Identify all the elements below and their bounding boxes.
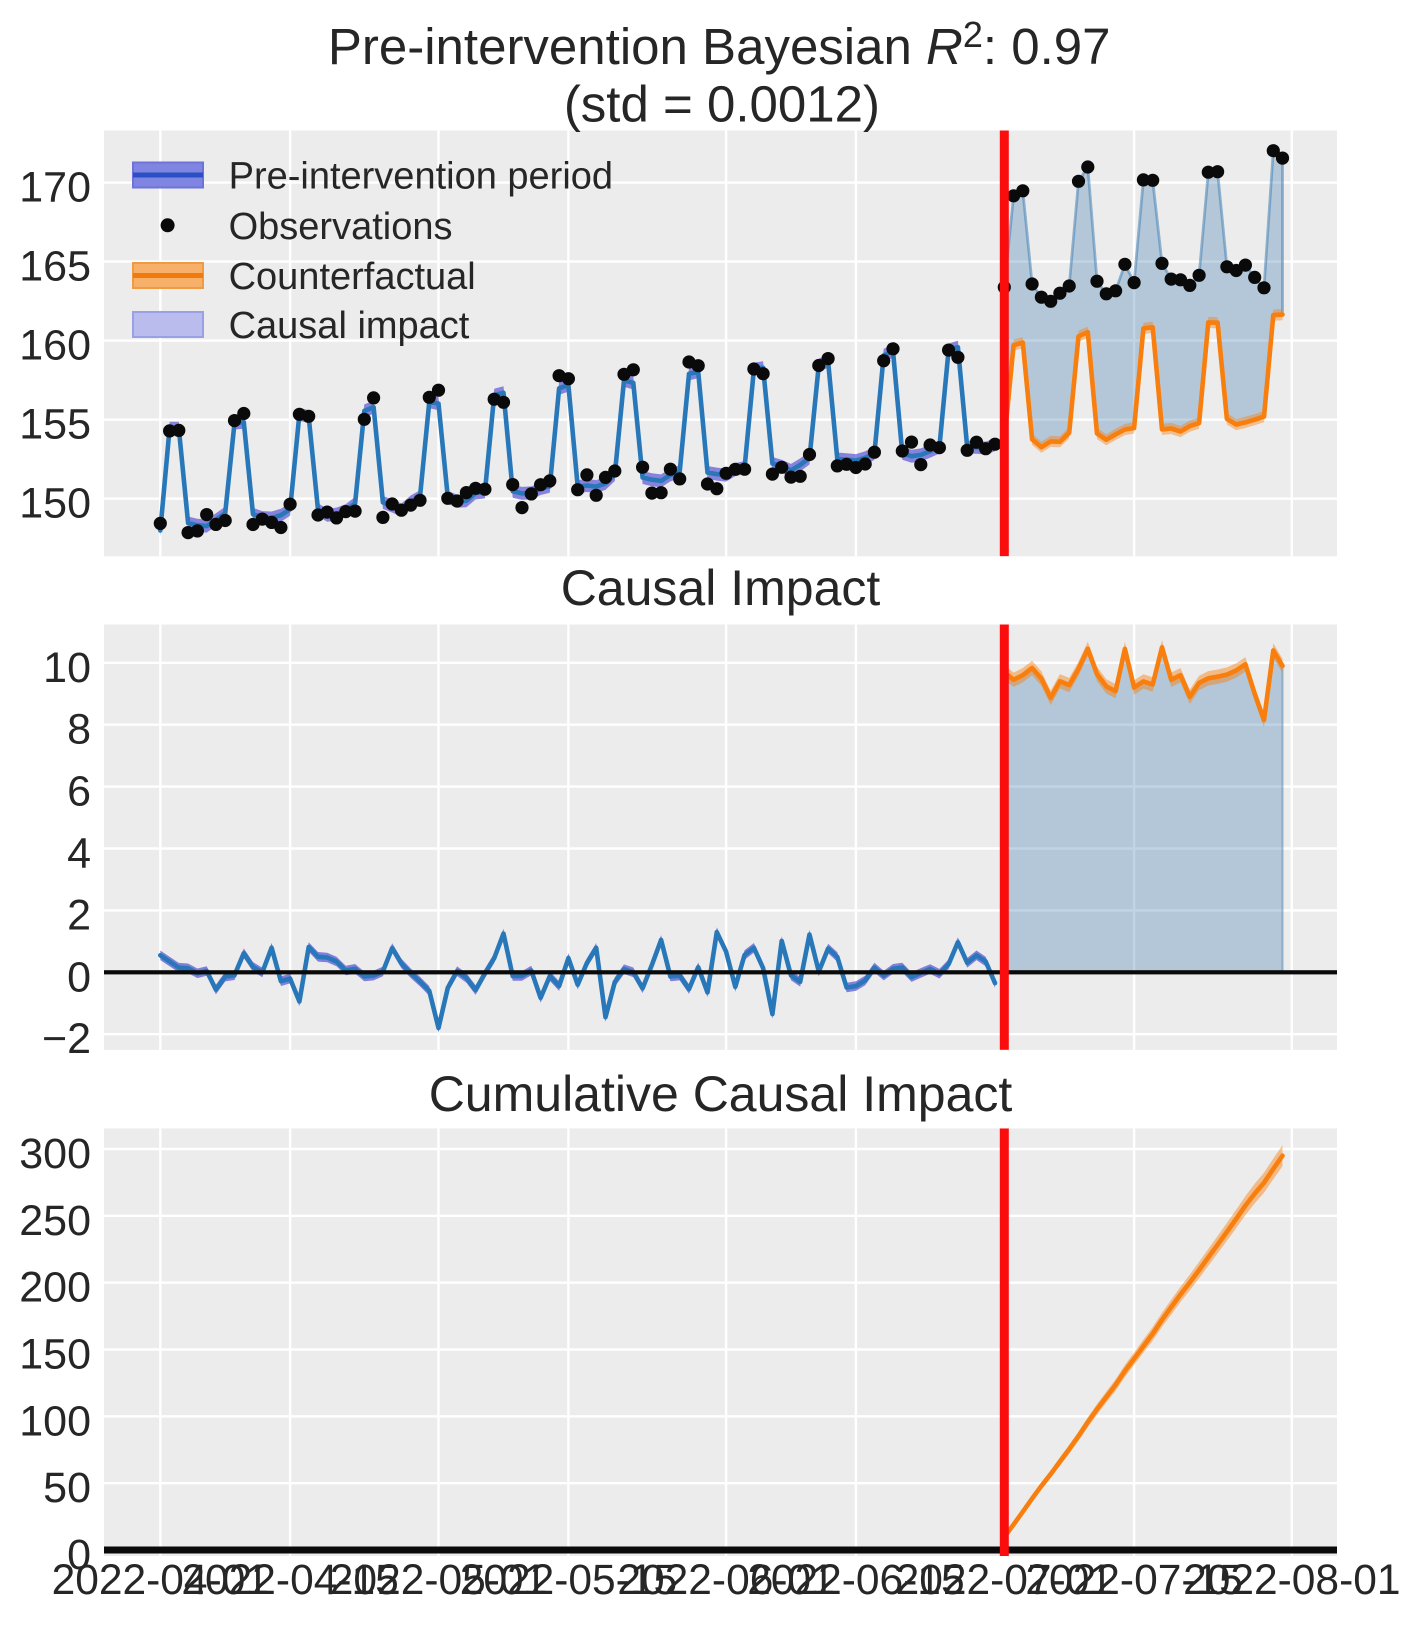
svg-text:2022-08-01: 2022-08-01: [1183, 1557, 1400, 1604]
svg-text:2022-04-01: 2022-04-01: [52, 1557, 269, 1604]
svg-text:Pre-intervention period: Pre-intervention period: [229, 156, 613, 198]
svg-text:2022-04-15: 2022-04-15: [181, 1557, 398, 1604]
svg-text:250: 250: [19, 1197, 91, 1245]
svg-text:2022-05-15: 2022-05-15: [460, 1557, 677, 1604]
svg-text:200: 200: [19, 1264, 91, 1312]
svg-text:0: 0: [67, 1531, 91, 1579]
svg-text:−2: −2: [42, 1015, 91, 1063]
svg-text:10: 10: [43, 644, 91, 692]
svg-text:(std = 0.0012): (std = 0.0012): [564, 76, 880, 133]
svg-text:165: 165: [19, 243, 91, 291]
svg-text:160: 160: [19, 322, 91, 370]
svg-text:2022-06-01: 2022-06-01: [617, 1557, 834, 1604]
svg-text:300: 300: [19, 1130, 91, 1178]
svg-text:Causal impact: Causal impact: [229, 305, 470, 347]
svg-text:150: 150: [19, 1331, 91, 1379]
svg-text:2022-07-01: 2022-07-01: [896, 1557, 1113, 1604]
svg-text:150: 150: [19, 480, 91, 528]
svg-text:8: 8: [67, 706, 91, 754]
svg-text:100: 100: [19, 1397, 91, 1445]
svg-text:2: 2: [67, 891, 91, 939]
svg-text:50: 50: [43, 1464, 91, 1512]
svg-text:2022-05-01: 2022-05-01: [330, 1557, 547, 1604]
svg-text:2022-07-15: 2022-07-15: [1025, 1557, 1242, 1604]
svg-text:Causal Impact: Causal Impact: [561, 560, 881, 616]
svg-text:6: 6: [67, 768, 91, 816]
svg-text:Pre-intervention Bayesian R2:: Pre-intervention Bayesian R2: 0.97: [328, 14, 1111, 75]
svg-text:Observations: Observations: [229, 206, 453, 248]
svg-text:Cumulative Causal Impact: Cumulative Causal Impact: [429, 1066, 1013, 1122]
svg-text:2022-06-15: 2022-06-15: [747, 1557, 964, 1604]
svg-text:0: 0: [67, 953, 91, 1001]
svg-text:Counterfactual: Counterfactual: [229, 256, 476, 298]
svg-text:170: 170: [19, 164, 91, 212]
svg-text:4: 4: [67, 830, 91, 878]
svg-text:155: 155: [19, 401, 91, 449]
